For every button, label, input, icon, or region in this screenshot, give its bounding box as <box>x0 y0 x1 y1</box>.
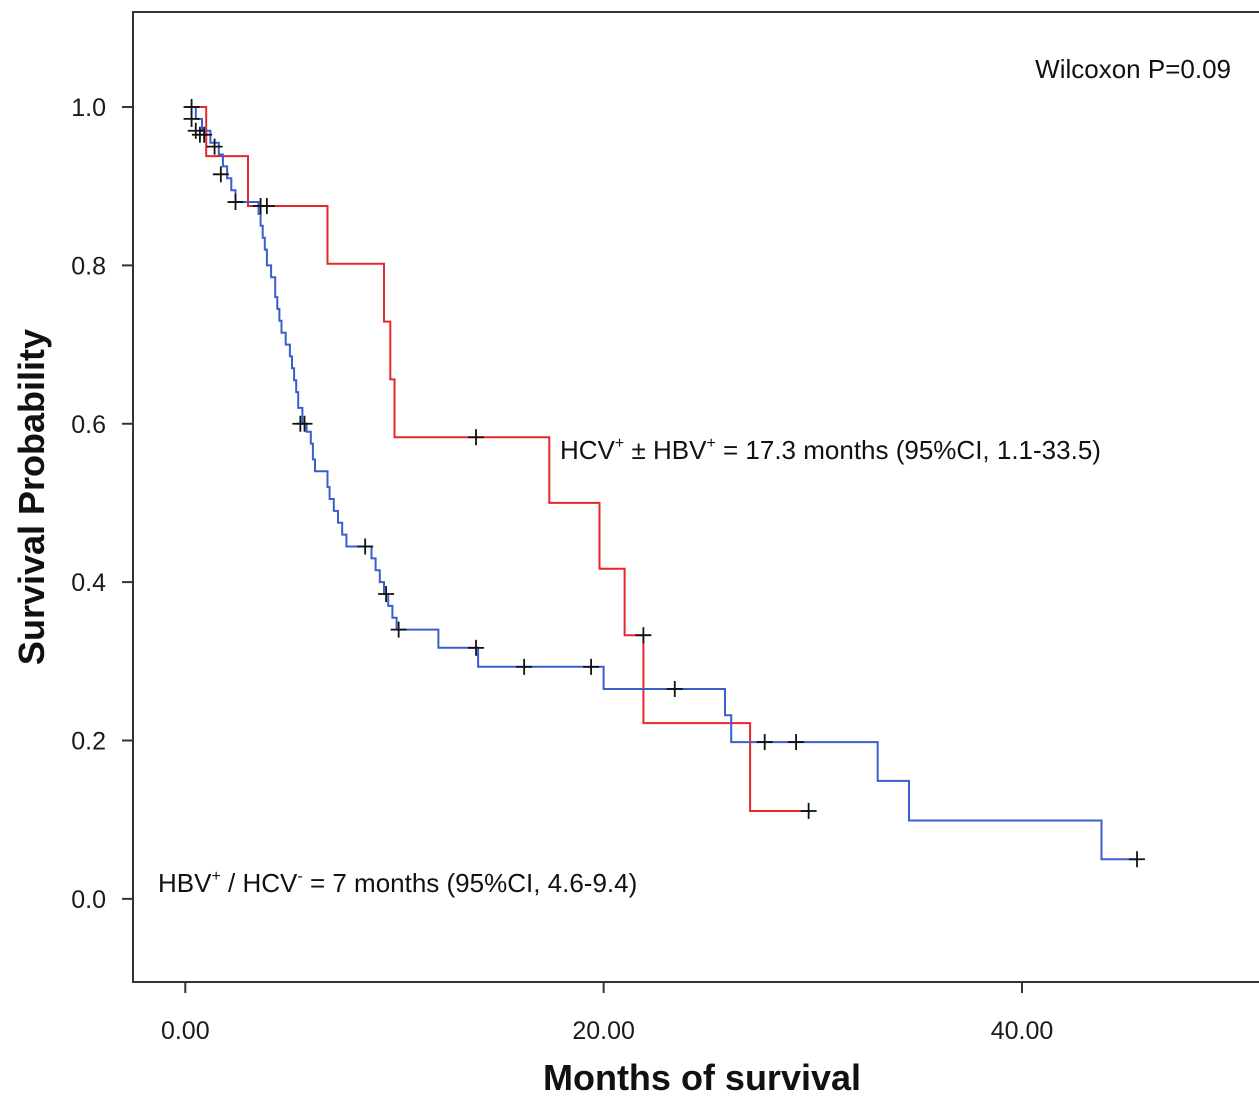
censor-mark <box>212 166 229 183</box>
censor-mark <box>196 126 213 143</box>
censor-mark <box>206 138 223 155</box>
censor-mark <box>390 621 407 638</box>
x-tick-label: 40.00 <box>991 1017 1054 1045</box>
censor-mark <box>666 681 683 698</box>
censor-mark <box>258 198 275 214</box>
x-tick-label: 20.00 <box>572 1017 635 1045</box>
censor-mark <box>378 586 395 602</box>
censor-mark <box>635 627 652 644</box>
x-axis-title: Months of survival <box>543 1057 861 1098</box>
censor-mark <box>756 734 773 751</box>
plot-frame <box>132 11 1259 983</box>
censor-mark <box>583 658 600 675</box>
survival-curve-1 <box>185 106 809 812</box>
censor-mark <box>357 538 374 555</box>
censor-mark <box>183 110 200 127</box>
wilcoxon-annotation: Wilcoxon P=0.09 <box>1035 54 1231 84</box>
y-tick-label: 0.8 <box>71 252 106 280</box>
y-tick-label: 0.6 <box>71 411 106 439</box>
y-axis-title: Survival Probability <box>11 329 52 665</box>
censor-mark <box>468 639 485 656</box>
censor-mark <box>296 415 313 432</box>
censor-mark <box>800 802 817 819</box>
y-tick-label: 0.4 <box>71 569 106 597</box>
y-tick-label: 0.2 <box>71 727 106 755</box>
hbv-median-annotation: HBV+ / HCV- = 7 months (95%CI, 4.6-9.4) <box>158 868 637 898</box>
series-layer <box>185 106 1137 861</box>
censor-mark <box>468 429 485 446</box>
censor-mark <box>227 194 244 211</box>
censor-mark <box>1129 851 1146 868</box>
y-tick-label: 1.0 <box>71 94 106 122</box>
x-axis: 0.00 20.00 40.00 <box>161 982 1053 1045</box>
censor-marks <box>183 99 1146 868</box>
censor-mark <box>187 122 204 139</box>
y-axis: 0.0 0.2 0.4 0.6 0.8 1.0 <box>71 94 133 914</box>
censor-mark <box>516 658 533 675</box>
y-tick-label: 0.0 <box>71 886 106 914</box>
censor-mark <box>788 734 805 751</box>
x-tick-label: 0.00 <box>161 1017 210 1045</box>
hcv-median-annotation: HCV+ ± HBV+ = 17.3 months (95%CI, 1.1-33… <box>560 435 1101 465</box>
